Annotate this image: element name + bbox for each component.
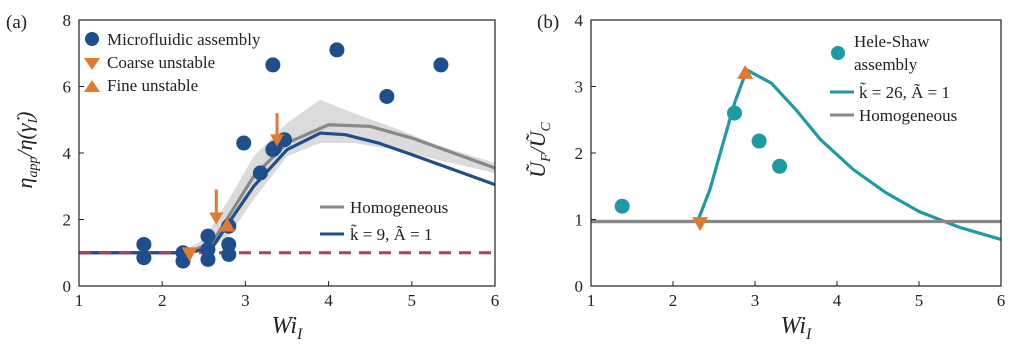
- panel-a-y-ticks: 0 2 4 6 8: [63, 11, 84, 296]
- panel-a-data-point: [433, 57, 449, 73]
- legend-label-homogeneous: Homogeneous: [350, 198, 448, 217]
- panel-b-x-tick-label: 5: [915, 291, 924, 310]
- panel-a-x-tick-label: 6: [491, 291, 500, 310]
- panel-a-data-point: [267, 140, 283, 156]
- panel-a-data-point: [175, 253, 191, 269]
- panel-b-y-tick-label: 1: [575, 211, 584, 230]
- panel-a-points: [136, 42, 449, 269]
- panel-a-x-tick-label: 3: [241, 291, 250, 310]
- panel-a-x-tick-label: 5: [408, 291, 417, 310]
- panel-a-data-point: [200, 228, 216, 244]
- panel-b-y-tick-label: 3: [575, 78, 584, 97]
- panel-b-data-point: [751, 133, 767, 149]
- panel-a-y-tick-label: 8: [63, 11, 72, 30]
- panel-a-data-point: [252, 165, 268, 181]
- legend-label-fine: Fine unstable: [107, 76, 198, 95]
- panel-a-x-ticks: 1 2 3 4 5 6: [75, 281, 500, 310]
- panel-b-x-tick-label: 4: [833, 291, 842, 310]
- panel-a: (a) 1 2 3 4 5 6 0 2 4 6 8 WiI ηapp/η(γ̇I) Microfl…: [6, 11, 499, 343]
- panel-a-arrow-head: [270, 134, 285, 147]
- panel-a-data-point: [379, 88, 395, 104]
- panel-a-data-point: [200, 251, 216, 267]
- panel-a-label: (a): [6, 12, 27, 33]
- panel-a-data-point: [329, 42, 345, 58]
- legend-label-model: k̃ = 9, Ã = 1: [350, 225, 432, 244]
- panel-a-y-tick-label: 2: [63, 211, 72, 230]
- panel-b-y-ticks: 0 1 2 3 4: [575, 11, 596, 296]
- panel-a-x-axis-label: WiI: [272, 313, 303, 343]
- panel-a-data-point: [136, 250, 152, 266]
- panel-b-y-tick-label: 2: [575, 144, 584, 163]
- panel-b-fine-unstable-marker: [737, 64, 754, 79]
- panel-a-arrow-head: [209, 212, 224, 225]
- legend-circle-marker: [831, 46, 845, 60]
- panel-a-x-tick-label: 1: [75, 291, 84, 310]
- panel-b-x-tick-label: 6: [997, 291, 1006, 310]
- panel-a-x-tick-label: 2: [158, 291, 167, 310]
- panel-b-x-ticks: 1 2 3 4 5 6: [587, 281, 1006, 310]
- panel-b-x-tick-label: 1: [587, 291, 596, 310]
- legend-label-assembly: assembly: [854, 55, 918, 74]
- panel-a-y-axis-label: ηapp/η(γ̇I): [12, 112, 41, 189]
- panel-a-data-point: [136, 236, 152, 252]
- panel-a-data-point: [236, 135, 252, 151]
- panel-b-legend: Hele-Shaw assembly k̃ = 26, Ã = 1 Homoge…: [830, 32, 957, 125]
- panel-b-y-axis-label: ŨF/ŨC: [525, 121, 554, 177]
- panel-b-data-point: [614, 198, 630, 214]
- panel-b-points: [614, 64, 788, 232]
- panel-a-coarse-unstable-marker: [181, 247, 198, 262]
- panel-b-data-point: [727, 105, 742, 121]
- panel-a-fine-unstable-marker: [219, 217, 236, 232]
- panel-b-y-tick-label: 0: [575, 277, 584, 296]
- panel-b-label: (b): [537, 12, 559, 33]
- panel-b-data-point: [772, 158, 788, 174]
- legend-label-coarse: Coarse unstable: [107, 53, 215, 72]
- legend-circle-marker: [85, 32, 99, 46]
- panel-a-data-point: [265, 57, 281, 73]
- panel-a-y-tick-label: 0: [63, 277, 72, 296]
- panel-a-legend-bottom: Homogeneous k̃ = 9, Ã = 1: [320, 198, 448, 244]
- panel-b-frame: [590, 19, 1002, 287]
- legend-triangle-up-marker: [84, 80, 100, 92]
- panel-b-series-line-1: [591, 68, 1002, 241]
- panel-b-y-tick-label: 4: [575, 11, 584, 30]
- legend-label-microfluidic: Microfluidic assembly: [107, 30, 261, 49]
- panel-b-x-tick-label: 2: [669, 291, 678, 310]
- panel-a-data-point: [221, 246, 237, 262]
- panel-a-x-tick-label: 4: [324, 291, 333, 310]
- panel-a-y-tick-label: 6: [63, 78, 72, 97]
- panel-b-x-tick-label: 3: [751, 291, 760, 310]
- legend-label-hele-shaw: Hele-Shaw: [854, 32, 930, 51]
- legend-label-model: k̃ = 26, Ã = 1: [859, 83, 950, 102]
- panel-a-legend-top: Microfluidic assembly Coarse unstable Fi…: [84, 30, 261, 95]
- panel-a-y-tick-label: 4: [63, 144, 72, 163]
- legend-triangle-down-marker: [84, 58, 100, 70]
- legend-label-homogeneous: Homogeneous: [859, 106, 957, 125]
- panel-b-coarse-unstable-marker: [692, 217, 709, 232]
- panel-b-x-axis-label: WiI: [781, 313, 812, 343]
- panel-b-lines: [591, 68, 1002, 241]
- panel-a-arrows: [209, 113, 285, 225]
